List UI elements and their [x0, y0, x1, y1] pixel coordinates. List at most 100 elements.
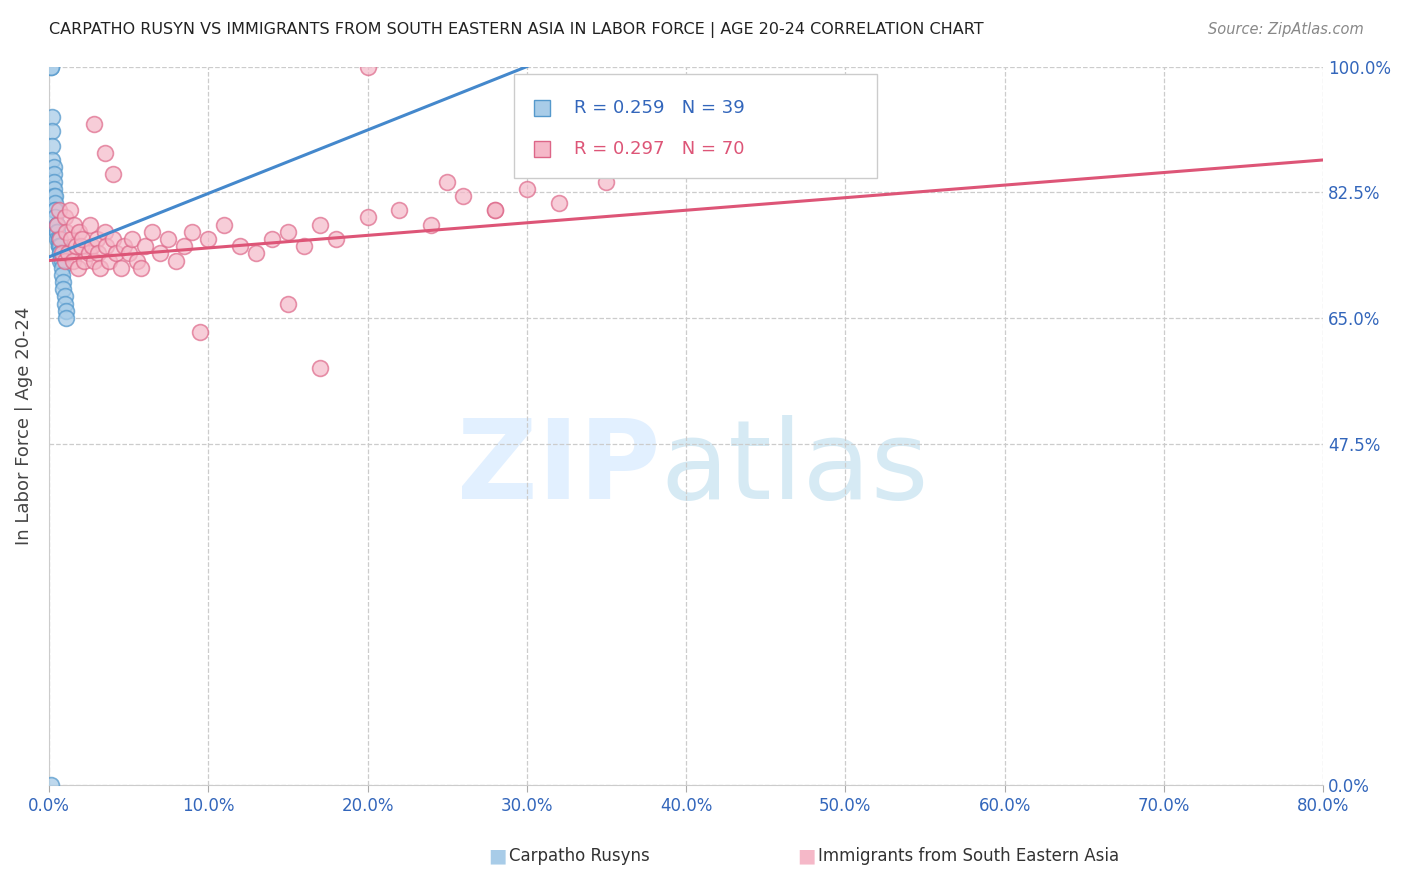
Point [39, 778, 62, 792]
Point [51, 253, 73, 268]
Point [45, 218, 67, 232]
Point [277, 225, 299, 239]
Point [86, 232, 108, 246]
Point [197, 232, 219, 246]
Point [98, 253, 121, 268]
Point [53, 289, 76, 303]
Point [41, 110, 63, 124]
Point [53, 253, 76, 268]
FancyBboxPatch shape [515, 74, 877, 178]
Point [77, 246, 100, 260]
Point [49, 246, 72, 260]
Point [63, 218, 86, 232]
Text: atlas: atlas [661, 416, 929, 523]
Point [45, 225, 67, 239]
Point [51, 246, 73, 260]
Point [117, 246, 139, 260]
Point [48, 203, 70, 218]
Point [723, 160, 745, 174]
Point [42, 174, 65, 188]
Text: ZIP: ZIP [457, 416, 661, 523]
Point [39, 60, 62, 74]
Point [245, 246, 267, 260]
Point [260, 232, 283, 246]
Point [45, 232, 67, 246]
Point [44, 203, 66, 218]
Point [80, 239, 103, 253]
Point [436, 174, 458, 188]
Point [110, 260, 132, 275]
Point [420, 218, 443, 232]
Point [157, 232, 180, 246]
Point [173, 239, 195, 253]
Point [188, 326, 211, 340]
Point [149, 246, 172, 260]
Point [59, 203, 82, 218]
Text: Source: ZipAtlas.com: Source: ZipAtlas.com [1208, 22, 1364, 37]
Point [229, 239, 252, 253]
Point [67, 225, 90, 239]
Point [212, 218, 235, 232]
Point [356, 211, 378, 225]
Point [121, 232, 143, 246]
Point [41, 138, 63, 153]
Point [165, 253, 187, 268]
Point [49, 239, 72, 253]
Point [55, 303, 77, 318]
Point [52, 275, 75, 289]
Point [595, 174, 617, 188]
Point [42, 189, 65, 203]
Point [79, 218, 101, 232]
Point [42, 160, 65, 174]
Point [72, 232, 94, 246]
Point [53, 296, 76, 310]
Point [45, 225, 67, 239]
Point [51, 268, 73, 282]
Point [44, 196, 66, 211]
Text: Immigrants from South Eastern Asia: Immigrants from South Eastern Asia [818, 847, 1119, 865]
Point [93, 145, 115, 160]
Point [56, 246, 79, 260]
Point [73, 253, 96, 268]
Point [104, 246, 127, 260]
Point [101, 167, 124, 181]
Point [181, 225, 204, 239]
Point [52, 282, 75, 296]
Point [48, 232, 70, 246]
Point [44, 189, 66, 203]
Point [89, 260, 111, 275]
Point [87, 246, 110, 260]
Y-axis label: In Labor Force | Age 20-24: In Labor Force | Age 20-24 [15, 307, 32, 545]
Text: ■: ■ [797, 847, 815, 866]
Point [44, 211, 66, 225]
Text: CARPATHO RUSYN VS IMMIGRANTS FROM SOUTH EASTERN ASIA IN LABOR FORCE | AGE 20-24 : CARPATHO RUSYN VS IMMIGRANTS FROM SOUTH … [49, 22, 984, 38]
Point [51, 260, 73, 275]
Point [141, 225, 163, 239]
Point [292, 239, 315, 253]
Point [39, 60, 62, 74]
Point [55, 310, 77, 325]
Point [101, 232, 124, 246]
Point [547, 196, 569, 211]
Point [49, 246, 72, 260]
Point [484, 203, 506, 218]
Text: Carpatho Rusyns: Carpatho Rusyns [509, 847, 650, 865]
Point [134, 239, 156, 253]
Point [131, 260, 153, 275]
Text: ■: ■ [488, 847, 506, 866]
Point [308, 218, 330, 232]
Point [93, 225, 115, 239]
Point [48, 239, 70, 253]
Point [325, 232, 347, 246]
Point [125, 253, 148, 268]
Point [49, 232, 72, 246]
Point [53, 211, 76, 225]
Point [42, 182, 65, 196]
Point [60, 232, 83, 246]
Text: R = 0.259   N = 39: R = 0.259 N = 39 [574, 99, 745, 117]
Point [42, 167, 65, 181]
Point [308, 361, 330, 376]
Point [96, 239, 118, 253]
Point [69, 239, 91, 253]
Point [48, 232, 70, 246]
